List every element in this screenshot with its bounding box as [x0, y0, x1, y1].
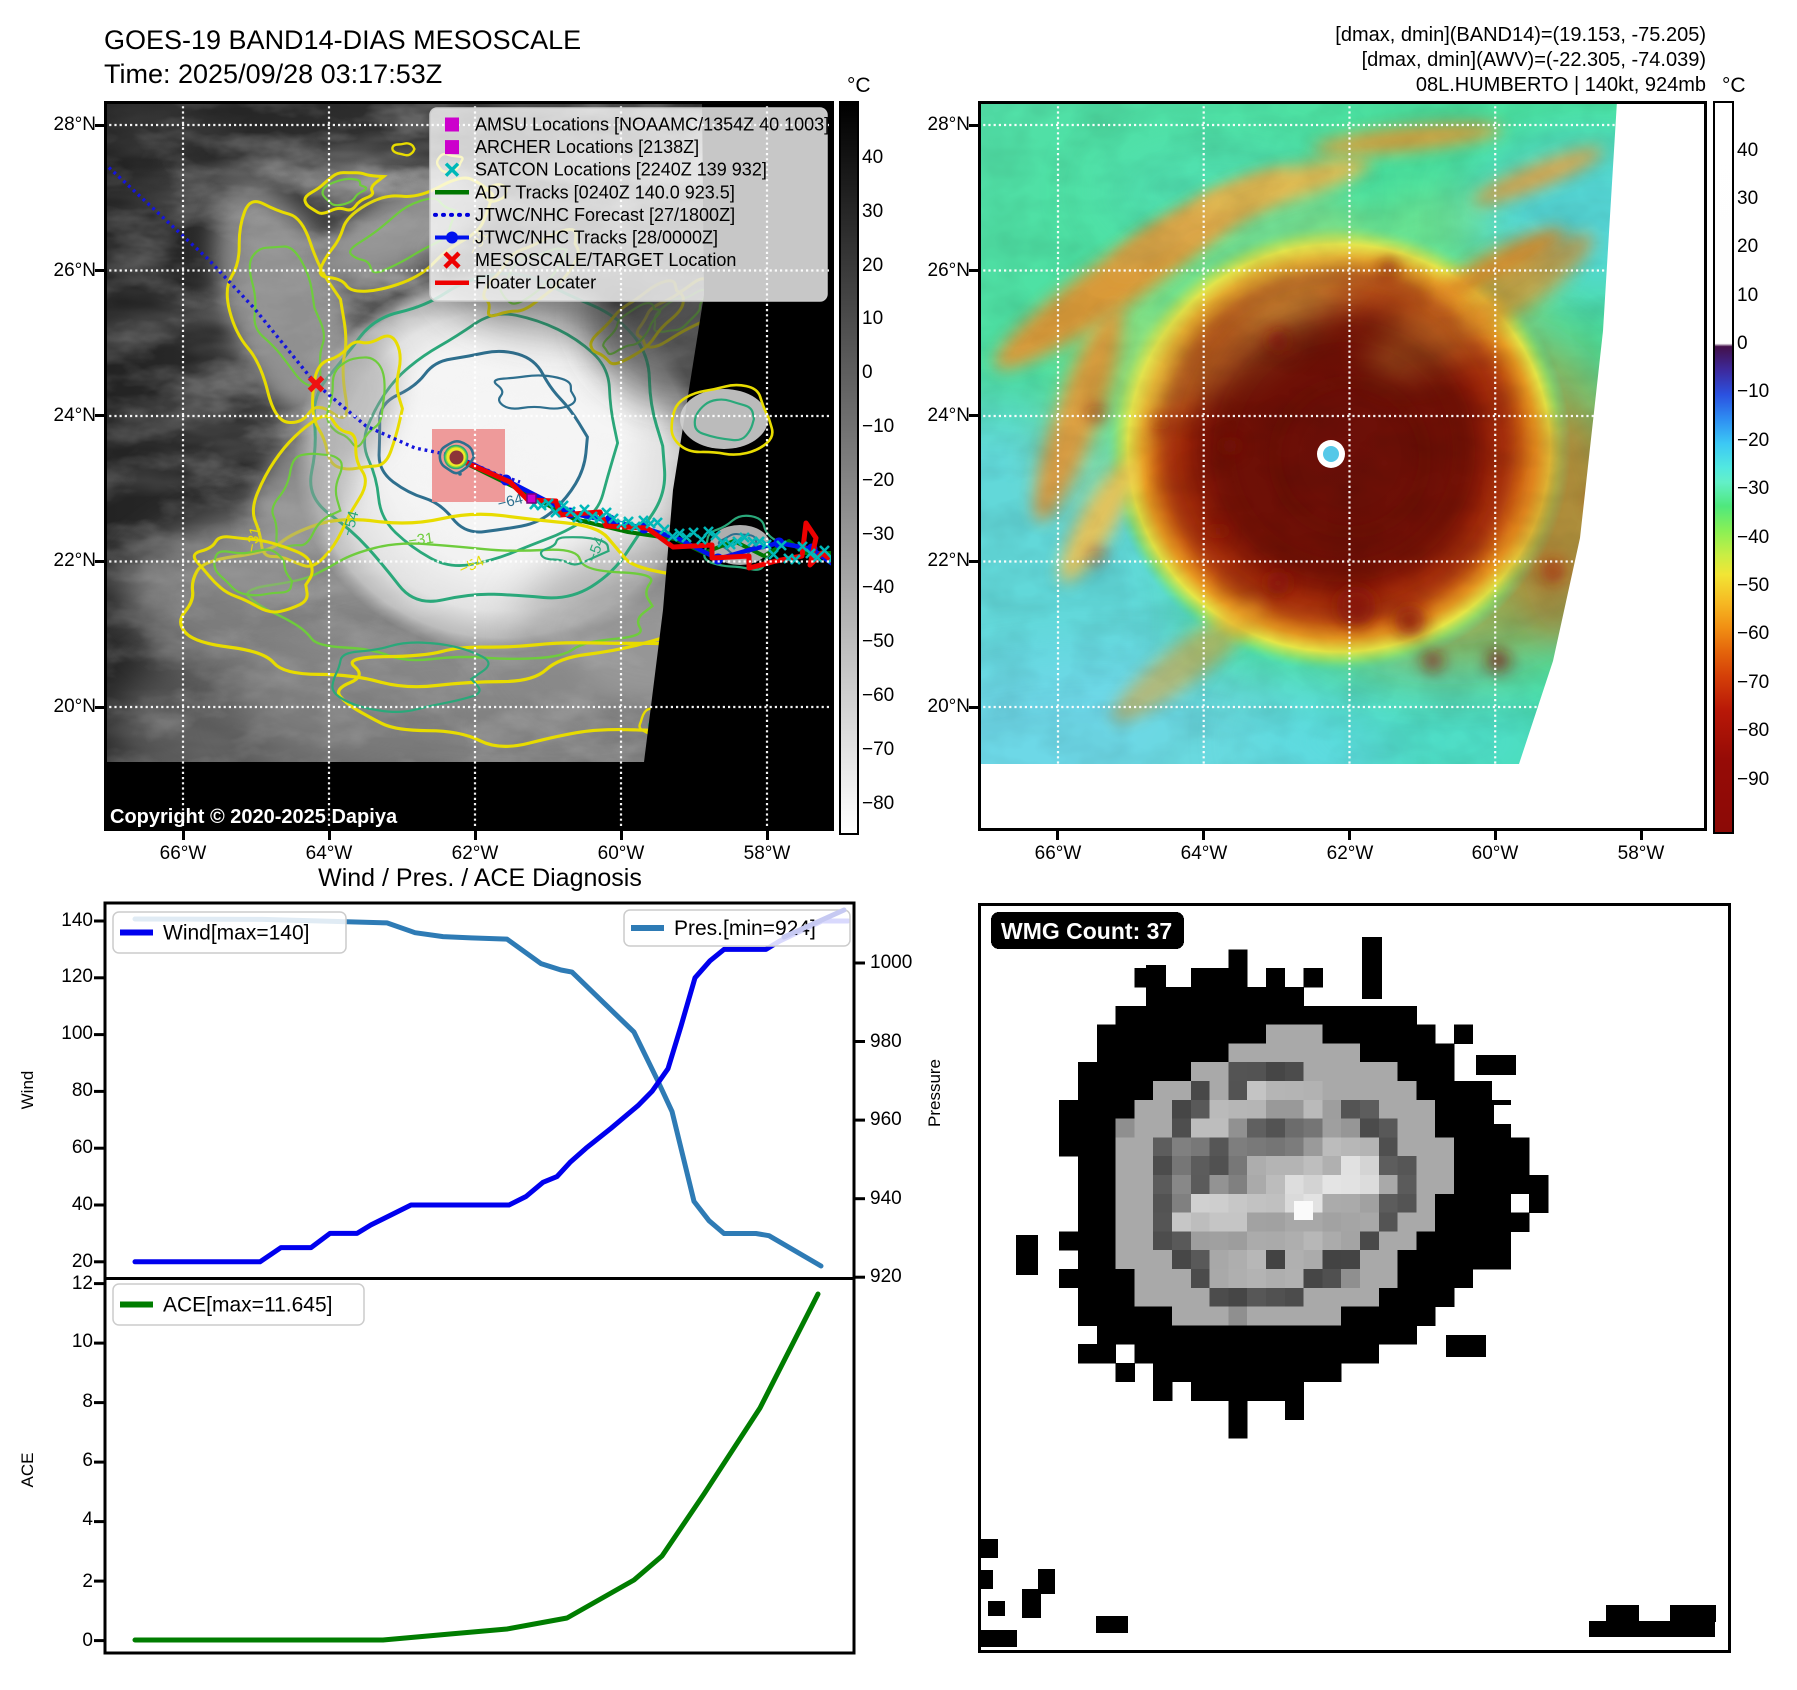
- svg-text:MESOSCALE/TARGET Location: MESOSCALE/TARGET Location: [475, 250, 736, 270]
- svg-text:ARCHER Locations [2138Z]: ARCHER Locations [2138Z]: [475, 137, 699, 157]
- svg-text:WMG Count: 37: WMG Count: 37: [1001, 918, 1172, 944]
- svg-text:−31: −31: [407, 530, 435, 550]
- svg-text:SATCON Locations [2240Z 139 93: SATCON Locations [2240Z 139 932]: [475, 160, 767, 180]
- svg-text:JTWC/NHC Forecast [27/1800Z]: JTWC/NHC Forecast [27/1800Z]: [475, 205, 735, 225]
- svg-text:Copyright © 2020-2025 Dapiya: Copyright © 2020-2025 Dapiya: [110, 806, 398, 828]
- svg-text:Pres.[min=924]: Pres.[min=924]: [674, 917, 816, 940]
- svg-text:ADT Tracks [0240Z 140.0 923.5]: ADT Tracks [0240Z 140.0 923.5]: [475, 182, 735, 202]
- svg-text:JTWC/NHC Tracks [28/0000Z]: JTWC/NHC Tracks [28/0000Z]: [475, 228, 718, 248]
- svg-text:AMSU Locations [NOAAMC/1354Z 4: AMSU Locations [NOAAMC/1354Z 40 1003]: [475, 115, 829, 135]
- svg-text:Floater Locater: Floater Locater: [475, 273, 596, 293]
- svg-text:ACE[max=11.645]: ACE[max=11.645]: [163, 1294, 332, 1317]
- svg-text:−31: −31: [243, 526, 264, 554]
- svg-text:−54: −54: [339, 509, 362, 538]
- svg-text:Wind[max=140]: Wind[max=140]: [163, 922, 310, 945]
